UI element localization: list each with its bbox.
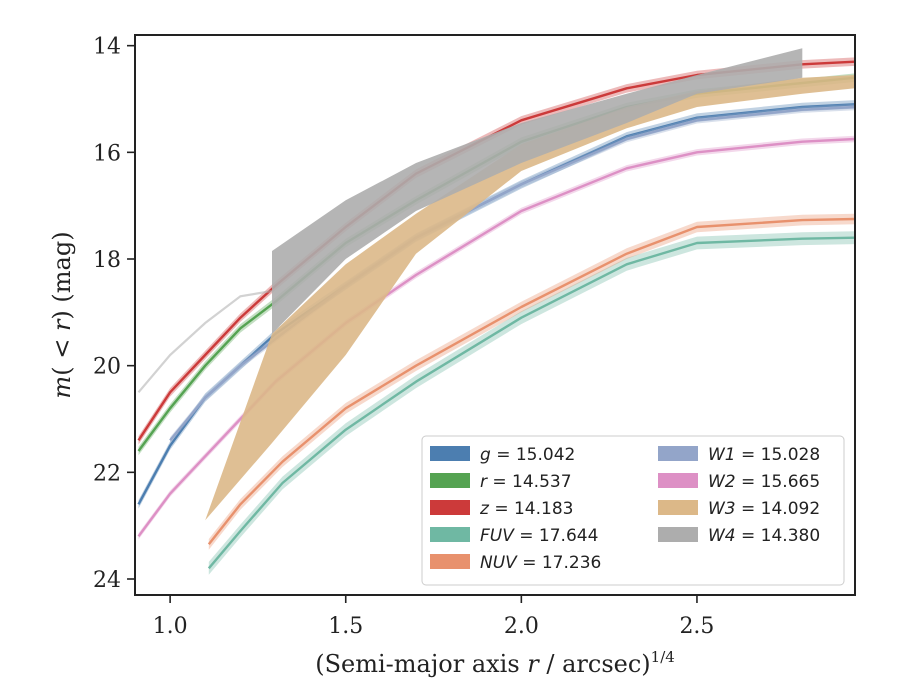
legend-label-r: r = 14.537 <box>480 472 572 492</box>
legend-swatch-r <box>430 473 470 488</box>
y-tick-label: 16 <box>93 141 121 166</box>
legend-swatch-g <box>430 446 470 461</box>
series-w4-inner-line <box>137 289 273 394</box>
x-tick-label: 2.0 <box>504 614 539 639</box>
legend-swatch-w1 <box>658 446 698 461</box>
legend-label-g: g = 15.042 <box>480 445 575 465</box>
legend-label-nuv: NUV = 17.236 <box>480 553 601 573</box>
y-tick-label: 20 <box>93 355 121 380</box>
series-w3 <box>156 75 855 595</box>
x-tick-label: 1.5 <box>328 614 363 639</box>
series-w4 <box>137 48 803 394</box>
y-tick-label: 14 <box>93 35 121 60</box>
series-fuv <box>207 231 855 575</box>
x-tick-label: 1.0 <box>153 614 188 639</box>
plot-frame <box>134 34 856 596</box>
plot-area <box>137 48 855 595</box>
legend-swatch-z <box>430 500 470 515</box>
legend-label-w4: W4 = 14.380 <box>708 526 820 546</box>
x-tick-label: 2.5 <box>679 614 714 639</box>
series-w3-band <box>156 75 855 595</box>
legend-label-z: z = 14.183 <box>479 499 573 519</box>
series-z-line <box>137 60 855 441</box>
series-fuv-line <box>207 236 855 570</box>
legend-swatch-w2 <box>658 473 698 488</box>
series-w4-band <box>272 48 803 334</box>
legend-label-w1: W1 = 15.028 <box>708 445 820 465</box>
legend-swatch-w4 <box>658 527 698 542</box>
legend-label-w3: W3 = 14.092 <box>708 499 820 519</box>
x-axis-label: (Semi-major axis r / arcsec)1/4 <box>315 648 675 678</box>
legend-swatch-w3 <box>658 500 698 515</box>
legend: g = 15.042 r = 14.537 z = 14.183 FUV = 17.6… <box>421 435 845 586</box>
legend-swatch-fuv <box>430 527 470 542</box>
legend-label-fuv: FUV = 17.644 <box>480 526 598 546</box>
axis-ticks: 1.0 1.5 2.0 2.5 14 16 18 20 22 24 <box>93 35 714 639</box>
legend-box <box>421 435 845 586</box>
y-tick-label: 24 <box>93 568 121 593</box>
series-nuv <box>207 213 855 550</box>
y-tick-label: 18 <box>93 248 121 273</box>
y-axis-label: m( < r) (mag) <box>48 231 76 398</box>
series-nuv-line <box>207 217 855 546</box>
legend-label-w2: W2 = 15.665 <box>708 472 820 492</box>
y-tick-label: 22 <box>93 461 121 486</box>
legend-swatch-nuv <box>430 554 470 569</box>
